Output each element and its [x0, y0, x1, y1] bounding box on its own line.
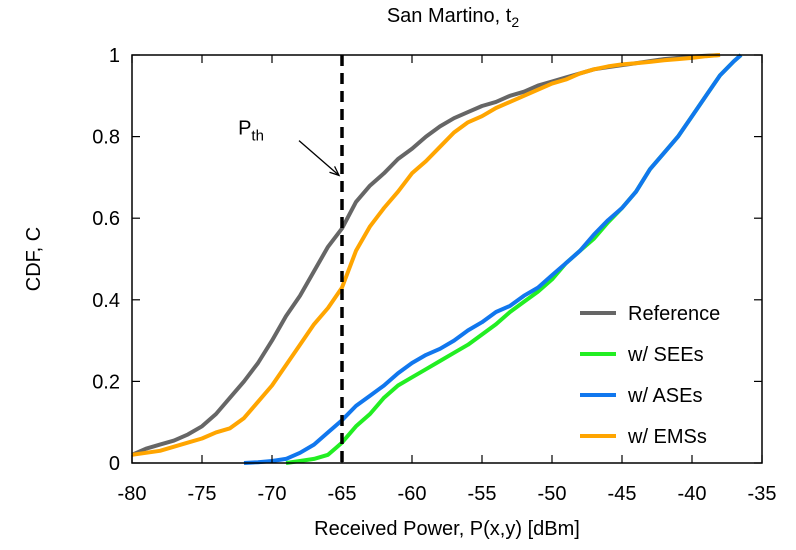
legend-label: Reference: [628, 303, 720, 325]
x-tick-label: -55: [468, 483, 497, 505]
series-line-w-emss: [131, 53, 721, 457]
x-tick-label: -35: [748, 483, 777, 505]
threshold-label-subscript: th: [251, 128, 264, 145]
x-tick-label: -80: [118, 483, 147, 505]
threshold-label: Pth: [238, 118, 264, 145]
x-tick-label: -70: [258, 483, 287, 505]
y-tick-label: 0.8: [92, 127, 120, 149]
y-axis-label: CDF, C: [23, 227, 45, 291]
x-axis-ticks: -80 -75 -70 -65 -60 -55 -50 -45 -40 -35: [118, 55, 777, 505]
y-tick-label: 0.4: [92, 290, 120, 312]
series-curves: [131, 53, 743, 465]
x-tick-label: -45: [608, 483, 637, 505]
legend-label: w/ ASEs: [627, 385, 702, 407]
x-axis-label: Received Power, P(x,y) [dBm]: [314, 518, 580, 540]
y-tick-label: 0.6: [92, 208, 120, 230]
threshold-layer: Pth: [238, 55, 344, 463]
x-tick-label: -60: [398, 483, 427, 505]
plot-frame: [131, 54, 763, 464]
y-tick-label: 1: [109, 45, 120, 67]
chart-title: San Martino, t2: [387, 5, 520, 30]
series-line-w-ases: [243, 53, 743, 465]
x-tick-label: -50: [538, 483, 567, 505]
y-axis-ticks: 0 0.2 0.4 0.6 0.8 1: [92, 45, 762, 475]
legend-label: w/ EMSs: [627, 426, 707, 448]
y-tick-label: 0: [109, 453, 120, 475]
x-tick-label: -75: [188, 483, 217, 505]
legend: Reference w/ SEEs w/ ASEs w/ EMSs: [580, 303, 720, 448]
x-tick-label: -65: [328, 483, 357, 505]
legend-label: w/ SEEs: [627, 344, 704, 366]
threshold-label-main: P: [238, 118, 251, 140]
threshold-arrow-head: [329, 166, 341, 177]
chart-title-subscript: 2: [511, 14, 519, 30]
threshold-arrow-shaft: [298, 140, 340, 176]
y-tick-label: 0.2: [92, 371, 120, 393]
chart-title-text: San Martino, t: [387, 5, 512, 27]
x-tick-label: -40: [678, 483, 707, 505]
